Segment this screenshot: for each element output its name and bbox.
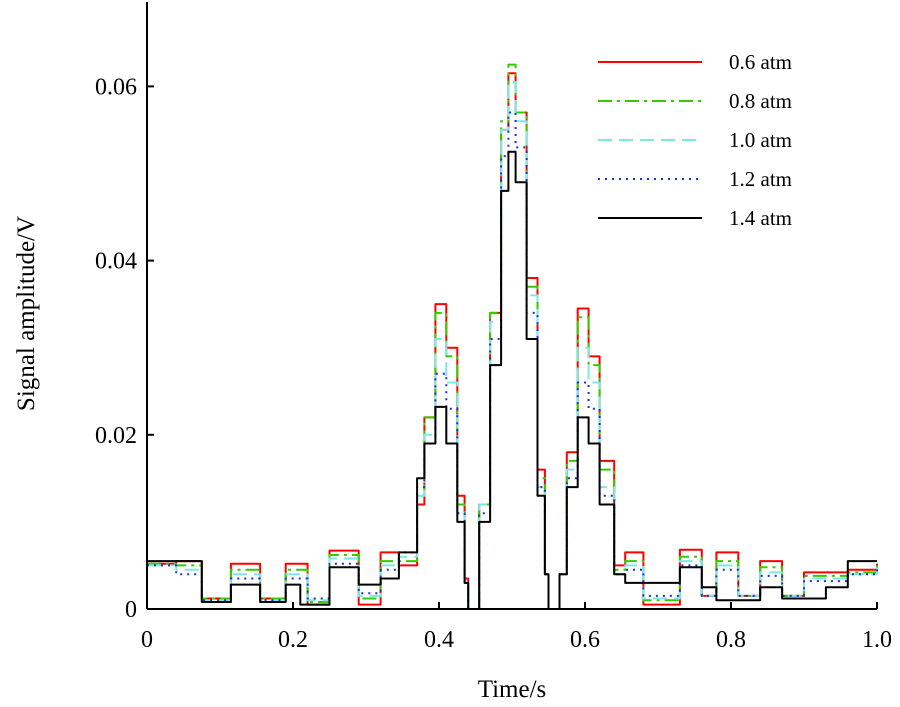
- x-axis-ticks: 0 0.2 0.4 0.6 0.8 1.0: [141, 602, 892, 653]
- axes: [146, 2, 877, 610]
- series-line-3: [147, 81, 878, 610]
- legend-label: 1.0 atm: [729, 128, 792, 152]
- x-tick-label: 0: [141, 627, 153, 653]
- legend-label: 1.4 atm: [729, 206, 792, 230]
- y-tick-label: 0.04: [95, 249, 137, 275]
- y-axis-title: Signal amplitude/V: [13, 216, 40, 411]
- y-tick-label: 0: [125, 597, 137, 623]
- legend-label: 1.2 atm: [729, 167, 792, 191]
- plot-area: [147, 63, 878, 610]
- legend-label: 0.8 atm: [729, 89, 792, 113]
- series-line-1: [147, 72, 878, 610]
- y-tick-label: 0.06: [95, 74, 137, 100]
- series-line-2: [147, 63, 878, 610]
- x-axis-title: Time/s: [478, 676, 547, 703]
- series-line-4: [147, 111, 878, 610]
- legend-label: 0.6 atm: [729, 50, 792, 74]
- x-tick-label: 0.6: [570, 627, 600, 653]
- x-tick-label: 0.2: [278, 627, 308, 653]
- x-tick-label: 0.8: [716, 627, 746, 653]
- legend: 0.6 atm 0.8 atm 1.0 atm 1.2 atm 1.4 atm: [598, 50, 792, 230]
- series-line-5: [147, 150, 877, 610]
- y-tick-label: 0.02: [95, 423, 137, 449]
- y-axis-ticks: 0 0.02 0.04 0.06: [95, 74, 154, 623]
- x-tick-label: 0.4: [424, 627, 454, 653]
- x-tick-label: 1.0: [862, 627, 892, 653]
